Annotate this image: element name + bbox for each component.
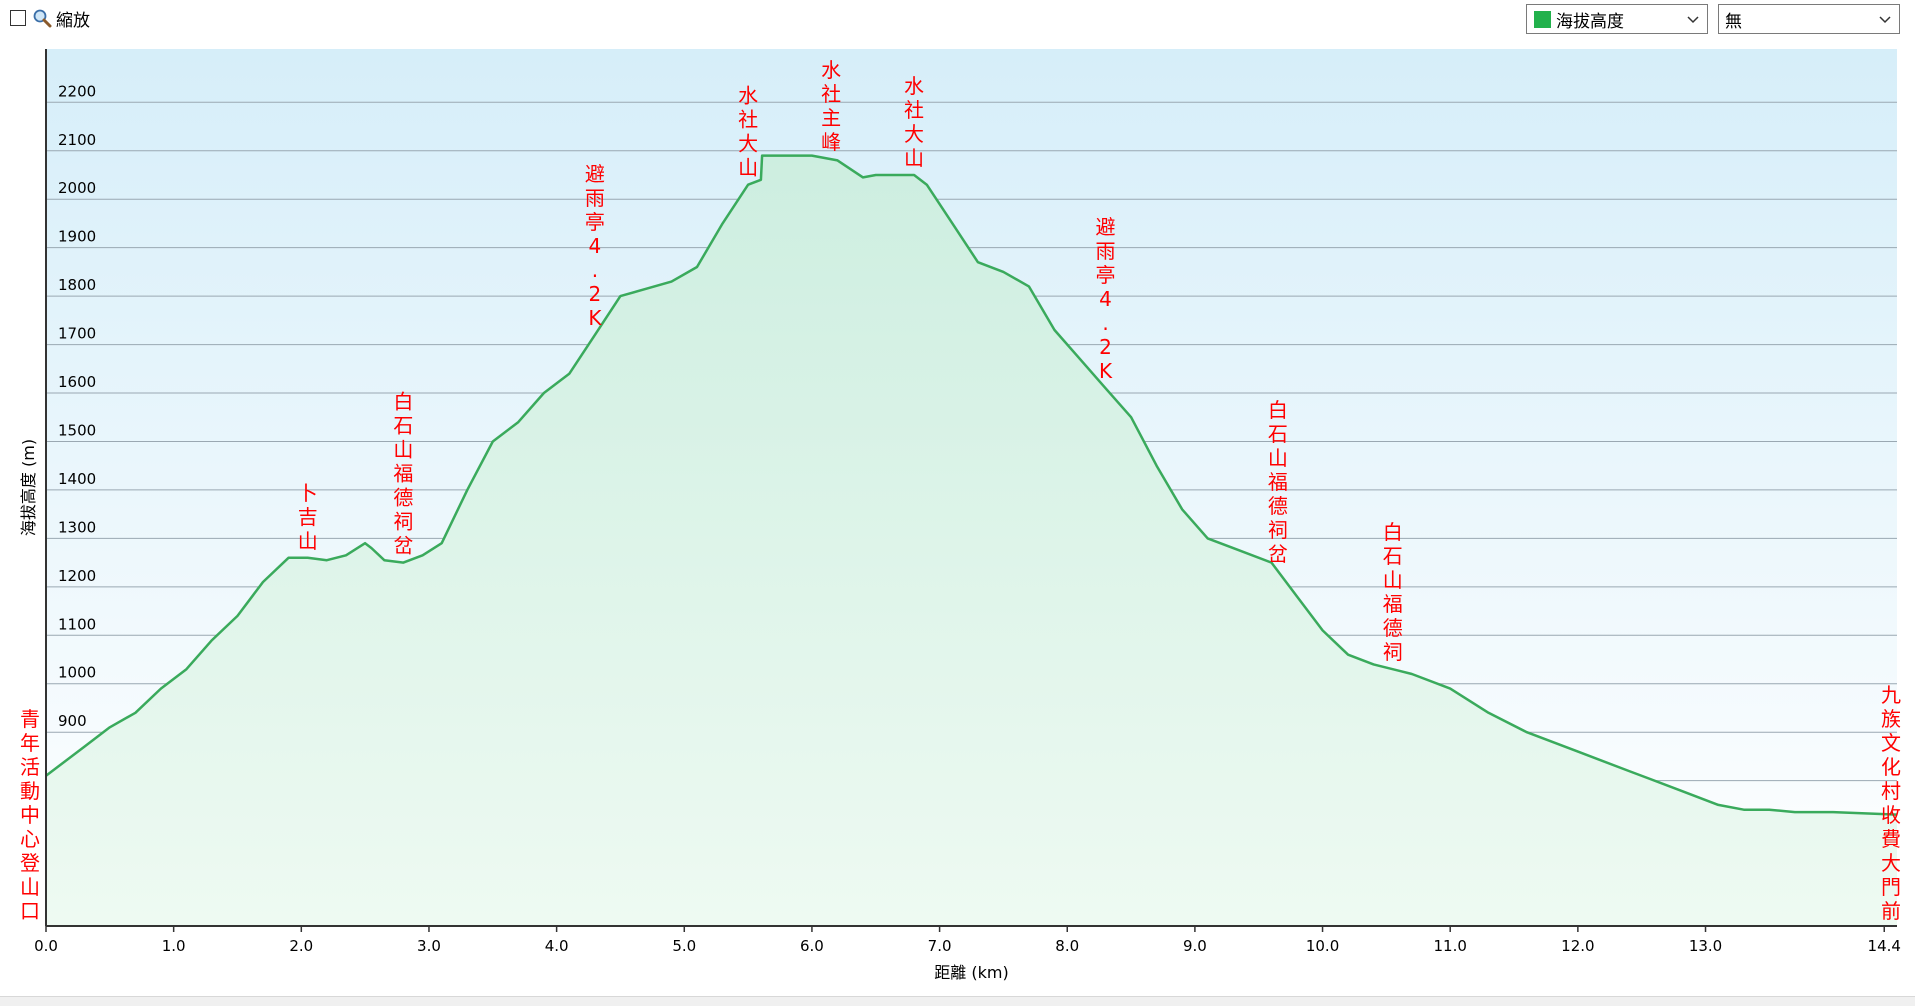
waypoint-label: 卜吉山 (298, 481, 318, 553)
waypoint-label: 白石山福德祠岔 (1268, 398, 1288, 566)
series-select-value: 海拔高度 (1556, 11, 1624, 32)
y-tick-label: 900 (58, 712, 87, 730)
x-tick-label: 12.0 (1561, 937, 1594, 955)
waypoint-label: 青年活動中心登山口 (20, 707, 40, 923)
waypoint-label: 避雨亭 4. 2 K (1096, 215, 1116, 383)
x-tick-label: 8.0 (1055, 937, 1079, 955)
x-tick-label: 0.0 (34, 937, 58, 955)
y-tick-label: 1600 (58, 373, 96, 391)
y-tick-label: 1400 (58, 470, 96, 488)
waypoint-label: 白石山福德祠岔 (393, 390, 413, 558)
x-tick-label: 1.0 (162, 937, 186, 955)
zoom-toggle[interactable]: 縮放 (10, 6, 90, 31)
toolbar: 縮放 海拔高度 無 (0, 0, 1915, 40)
series-color-swatch (1534, 10, 1551, 28)
x-axis-title: 距離 (km) (934, 963, 1008, 982)
magnifier-icon (33, 9, 52, 28)
x-tick-label: 14.4 (1868, 937, 1901, 955)
waypoint-label: 水社大山 (738, 84, 758, 180)
series-select[interactable]: 海拔高度 (1526, 4, 1708, 34)
x-tick-label: 7.0 (928, 937, 952, 955)
waypoint-label: 水社主峰 (821, 58, 841, 154)
elevation-chart: 6007008009001000110012001300140015001600… (0, 40, 1915, 995)
y-axis-title: 海拔高度 (m) (19, 439, 38, 536)
elevation-area (46, 155, 1897, 927)
x-tick-label: 6.0 (800, 937, 824, 955)
y-tick-label: 1500 (58, 421, 96, 439)
y-tick-label: 1900 (58, 228, 96, 246)
y-tick-label: 1200 (58, 567, 96, 585)
x-tick-label: 13.0 (1689, 937, 1722, 955)
elevation-line (45, 154, 1898, 816)
waypoint-label: 白石山福德祠 (1383, 520, 1403, 664)
waypoint-label: 九族文化村收費大門前 (1881, 683, 1901, 923)
chevron-down-icon (1687, 16, 1699, 24)
y-tick-label: 1700 (58, 325, 96, 343)
y-tick-label: 1000 (58, 664, 96, 682)
x-tick-label: 5.0 (672, 937, 696, 955)
zoom-label: 縮放 (56, 10, 90, 31)
bottom-status-bar (0, 996, 1915, 1006)
zoom-checkbox[interactable] (10, 10, 26, 26)
x-tick-label: 9.0 (1183, 937, 1207, 955)
x-tick-label: 4.0 (545, 937, 569, 955)
waypoint-label: 水社大山 (904, 74, 924, 170)
y-tick-label: 2000 (58, 179, 96, 197)
waypoint-label: 避雨亭 4. 2 K (585, 162, 605, 330)
x-tick-label: 11.0 (1434, 937, 1467, 955)
x-tick-label: 2.0 (289, 937, 313, 955)
y-tick-label: 2100 (58, 131, 96, 149)
y-tick-label: 1100 (58, 615, 96, 633)
chevron-down-icon (1879, 16, 1891, 24)
elevation-chart-svg: 6007008009001000110012001300140015001600… (19, 49, 1901, 982)
y-tick-label: 1800 (58, 276, 96, 294)
y-tick-label: 1300 (58, 518, 96, 536)
y-tick-label: 2200 (58, 82, 96, 100)
overlay-select[interactable]: 無 (1718, 4, 1900, 34)
overlay-select-value: 無 (1725, 11, 1742, 32)
x-tick-label: 3.0 (417, 937, 441, 955)
x-tick-label: 10.0 (1306, 937, 1339, 955)
